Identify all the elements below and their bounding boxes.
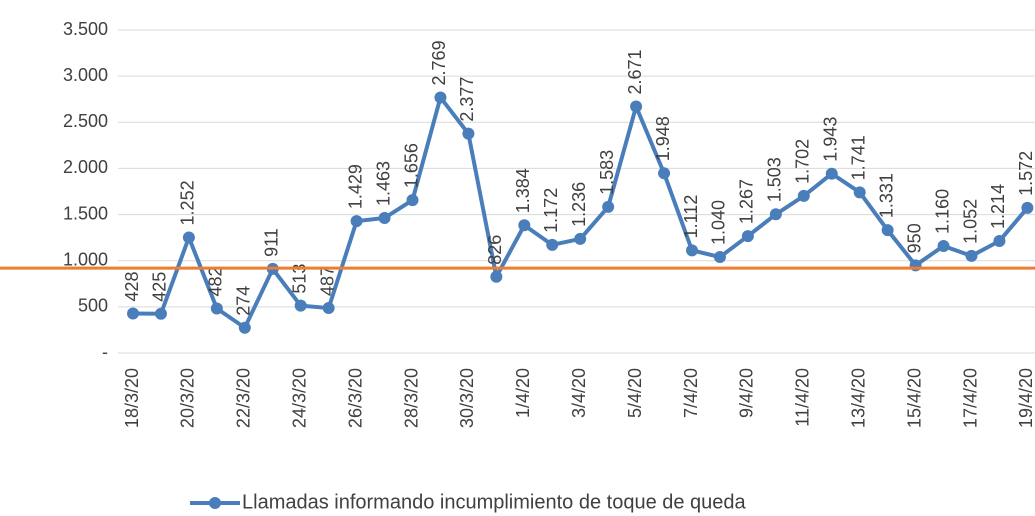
data-label: 1.112 (681, 195, 701, 239)
data-label: 425 (150, 272, 170, 302)
y-tick-label: 1.500 (63, 203, 108, 223)
data-point (686, 244, 698, 257)
data-label: 1.214 (988, 184, 1008, 229)
data-point (965, 249, 978, 262)
data-point (574, 232, 587, 245)
data-point (127, 307, 139, 320)
y-tick-label: 2.500 (63, 111, 108, 131)
data-label: 1.040 (709, 200, 729, 245)
data-label: 1.943 (821, 117, 841, 162)
data-point (881, 224, 894, 237)
x-tick-label: 17/4/20 (960, 368, 980, 428)
data-point (825, 167, 838, 180)
data-label: 2.671 (625, 49, 645, 94)
data-point (1021, 201, 1034, 214)
data-label: 911 (262, 228, 282, 257)
data-point (238, 321, 251, 334)
data-point (797, 189, 810, 202)
y-tick-label: 2.000 (63, 157, 108, 177)
y-tick-label: 3.500 (63, 19, 108, 39)
data-point (602, 200, 615, 213)
y-tick-label: - (102, 342, 108, 362)
data-label: 1.252 (178, 180, 198, 225)
legend-label: Llamadas informando incumplimiento de to… (242, 491, 747, 513)
data-label: 1.656 (401, 143, 421, 188)
x-tick-label: 13/4/20 (848, 368, 868, 428)
data-label: 2.769 (429, 40, 449, 85)
x-tick-label: 11/4/20 (793, 368, 813, 427)
data-point (937, 239, 950, 252)
data-label: 950 (904, 223, 924, 253)
data-label: 1.503 (765, 157, 785, 202)
data-point (294, 299, 307, 312)
data-point (518, 219, 531, 232)
data-point (713, 251, 726, 264)
data-point (434, 91, 447, 104)
x-tick-label: 1/4/20 (513, 368, 533, 418)
data-label: 1.331 (876, 173, 896, 218)
data-label: 1.160 (932, 189, 952, 234)
data-point (546, 238, 559, 251)
data-point (350, 215, 363, 228)
data-label: 428 (122, 271, 142, 301)
data-label: 1.463 (373, 161, 393, 206)
data-label: 1.052 (960, 199, 980, 244)
x-tick-label: 9/4/20 (737, 368, 757, 418)
data-point (462, 127, 475, 140)
x-tick-label: 5/4/20 (625, 368, 645, 418)
data-label: 1.948 (653, 116, 673, 161)
data-point (769, 208, 782, 221)
x-tick-label: 24/3/20 (289, 368, 309, 428)
data-label: 1.702 (793, 139, 813, 184)
data-label: 1.172 (541, 188, 561, 233)
data-point (406, 194, 419, 207)
data-point (490, 270, 503, 283)
data-point (741, 230, 754, 243)
data-point (658, 167, 671, 180)
data-label: 1.583 (597, 150, 617, 195)
data-label: 274 (234, 286, 254, 316)
data-label: 1.384 (513, 168, 533, 213)
x-tick-label: 19/4/20 (1016, 368, 1035, 428)
y-tick-label: 1.000 (63, 249, 108, 269)
data-point (210, 302, 223, 315)
y-tick-label: 3.000 (63, 65, 108, 85)
x-tick-label: 28/3/20 (401, 368, 421, 428)
data-label: 513 (289, 264, 309, 294)
data-point (630, 100, 643, 113)
data-point (378, 211, 391, 224)
y-tick-label: 500 (78, 296, 108, 316)
data-point (993, 234, 1006, 247)
x-tick-label: 22/3/20 (234, 368, 254, 428)
data-label: 482 (206, 266, 226, 296)
data-point (853, 186, 866, 199)
x-tick-label: 18/3/20 (122, 368, 142, 428)
data-label: 487 (317, 266, 337, 296)
x-tick-label: 20/3/20 (178, 368, 198, 428)
x-tick-label: 15/4/20 (904, 368, 924, 428)
x-tick-label: 26/3/20 (345, 368, 365, 428)
data-label: 2.377 (457, 77, 477, 122)
data-label: 826 (485, 235, 505, 265)
data-point (322, 302, 335, 315)
x-tick-label: 30/3/20 (457, 368, 477, 428)
data-point (154, 307, 167, 320)
data-label: 1.267 (737, 179, 757, 224)
data-label: 1.429 (345, 164, 365, 209)
data-label: 1.572 (1016, 151, 1035, 196)
x-tick-label: 3/4/20 (569, 368, 589, 418)
data-label: 1.236 (569, 182, 589, 227)
x-tick-label: 7/4/20 (681, 368, 701, 418)
legend-marker (209, 497, 221, 509)
data-label: 1.741 (848, 135, 868, 180)
data-point (182, 231, 195, 244)
